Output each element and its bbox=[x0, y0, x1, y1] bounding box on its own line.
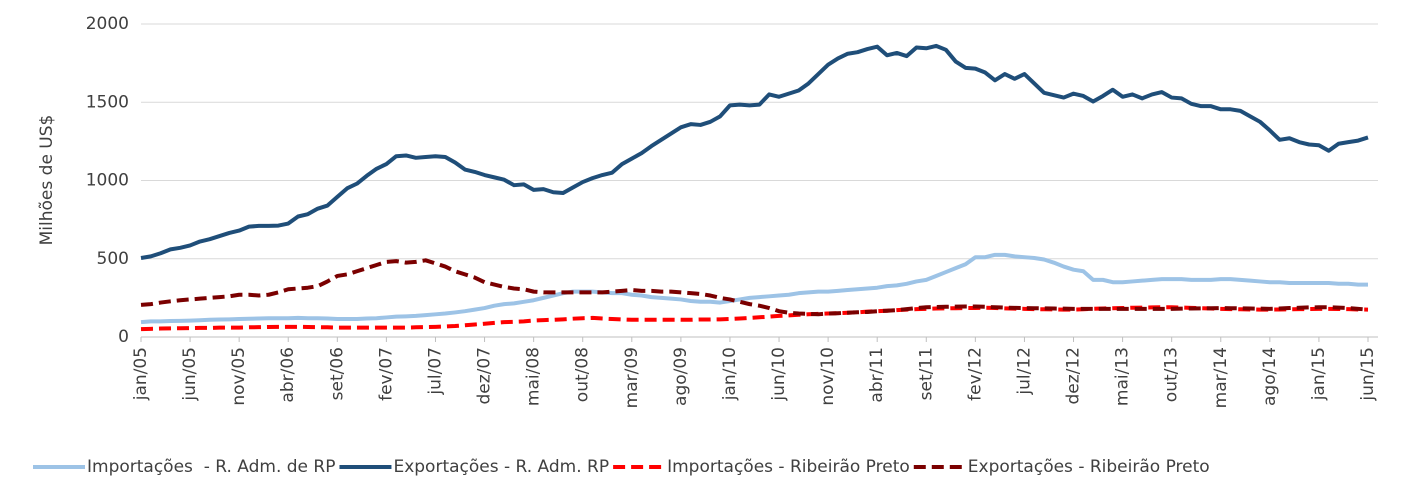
y-tick-label: 2000 bbox=[86, 14, 129, 34]
x-tick-label: abr/11 bbox=[867, 347, 887, 403]
x-tick-label: set/06 bbox=[327, 347, 347, 400]
legend-label: Exportações - R. Adm. RP bbox=[393, 457, 609, 477]
x-tick-label: jun/15 bbox=[1358, 347, 1378, 402]
legend-label: Importações - R. Adm. de RP bbox=[87, 457, 335, 477]
y-tick-label: 0 bbox=[118, 327, 129, 347]
x-tick-label: set/11 bbox=[916, 347, 936, 400]
x-tick-label: ago/09 bbox=[671, 347, 691, 406]
legend-item: Exportações - R. Adm. RP bbox=[339, 457, 609, 477]
legend-item: Importações - Ribeirão Preto bbox=[613, 457, 910, 477]
x-tick-label: out/13 bbox=[1162, 347, 1182, 402]
x-tick-label: mai/08 bbox=[524, 347, 544, 406]
x-tick-label: jun/05 bbox=[180, 347, 200, 402]
y-tick-label: 1500 bbox=[86, 92, 129, 112]
x-tick-label: nov/10 bbox=[818, 347, 838, 406]
x-tick-label: abr/06 bbox=[278, 347, 298, 403]
x-tick-label: mai/13 bbox=[1113, 347, 1133, 406]
x-tick-label: ago/14 bbox=[1260, 347, 1280, 406]
x-tick-label: dez/12 bbox=[1064, 347, 1084, 405]
x-tick-label: jun/10 bbox=[769, 347, 789, 402]
y-axis-title: Milhões de US$ bbox=[37, 115, 57, 246]
x-tick-label: mar/09 bbox=[622, 347, 642, 408]
legend-label: Exportações - Ribeirão Preto bbox=[968, 457, 1210, 477]
y-tick-label: 500 bbox=[97, 249, 129, 269]
x-tick-label: fev/12 bbox=[965, 347, 985, 401]
series-line bbox=[140, 305, 1369, 332]
x-tick-label: mar/14 bbox=[1211, 347, 1231, 408]
x-tick-label: jan/15 bbox=[1309, 347, 1329, 401]
series-line bbox=[140, 252, 1368, 325]
x-tick-label: nov/05 bbox=[229, 347, 249, 406]
x-tick-label: dez/07 bbox=[475, 347, 495, 405]
legend-item: Importações - R. Adm. de RP bbox=[33, 457, 335, 477]
x-tick-label: jan/05 bbox=[131, 347, 151, 401]
series-line bbox=[140, 43, 1369, 260]
series-line bbox=[140, 258, 1369, 317]
y-tick-label: 1000 bbox=[86, 171, 129, 191]
legend-label: Importações - Ribeirão Preto bbox=[667, 457, 910, 477]
x-tick-label: jul/12 bbox=[1014, 347, 1034, 396]
x-tick-label: fev/07 bbox=[376, 347, 396, 401]
x-tick-label: jul/07 bbox=[425, 347, 445, 396]
x-tick-label: out/08 bbox=[573, 347, 593, 402]
x-tick-label: jan/10 bbox=[720, 347, 740, 401]
legend-item: Exportações - Ribeirão Preto bbox=[913, 457, 1210, 477]
